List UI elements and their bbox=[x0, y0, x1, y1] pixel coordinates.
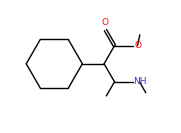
Text: O: O bbox=[101, 18, 108, 27]
Text: NH: NH bbox=[134, 77, 147, 86]
Text: O: O bbox=[134, 41, 141, 50]
